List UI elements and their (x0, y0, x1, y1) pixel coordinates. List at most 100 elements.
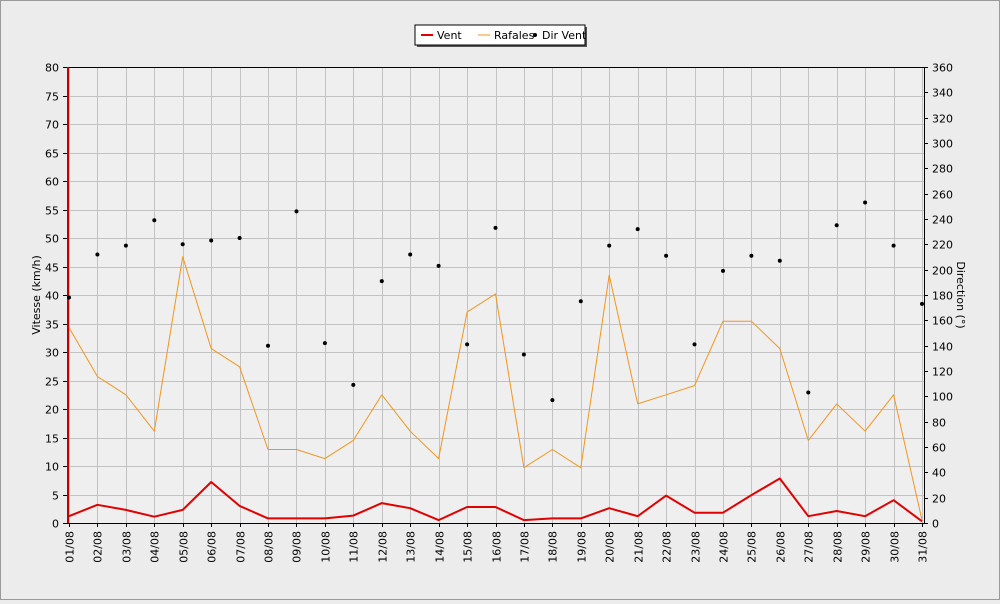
dir-vent-point (891, 243, 896, 248)
x-tick-label: 10/08 (320, 531, 333, 563)
dir-vent-point (237, 236, 242, 240)
x-tick-label: 09/08 (291, 531, 304, 563)
x-tick-label: 15/08 (462, 531, 475, 563)
x-tick-label: 18/08 (547, 531, 560, 563)
x-tick-label: 14/08 (434, 531, 447, 563)
y-tick-label: 15 (45, 433, 59, 446)
x-tick-label: 22/08 (661, 531, 674, 563)
dir-vent-point (863, 200, 868, 205)
x-tick-label: 20/08 (604, 531, 617, 563)
y-tick-label: 75 (45, 91, 59, 104)
y-tick-label: 65 (45, 148, 59, 161)
dir-vent-point (635, 227, 640, 232)
dir-vent-point (664, 253, 669, 258)
dir-vent-point (209, 238, 214, 243)
x-tick-label: 28/08 (832, 531, 845, 563)
left-axis: 0 5 10 15 20 25 30 35 40 45 50 55 60 65 70 75 80 (45, 62, 67, 531)
dir-vent-point (351, 382, 356, 387)
dir-vent-point (67, 295, 71, 300)
y2-tick-label: 240 (932, 214, 953, 227)
x-tick-label: 12/08 (377, 531, 390, 563)
dir-vent-point (692, 342, 697, 347)
dir-vent-point (322, 341, 327, 346)
y2-tick-label: 160 (932, 315, 953, 328)
y-tick-label: 0 (52, 518, 59, 531)
y-tick-label: 25 (45, 376, 59, 389)
legend-label-dir-vent: Dir Vent (542, 29, 587, 42)
x-tick-label: 11/08 (348, 531, 361, 563)
dir-vent-point (493, 225, 498, 230)
y2-tick-label: 20 (932, 493, 946, 506)
y2-tick-label: 60 (932, 442, 946, 455)
x-tick-label: 26/08 (775, 531, 788, 563)
x-tick-label: 13/08 (405, 531, 418, 563)
dir-vent-point (806, 390, 811, 395)
y2-tick-label: 220 (932, 239, 953, 252)
dir-vent-point (379, 279, 384, 284)
y2-tick-label: 360 (932, 62, 953, 75)
y2-tick-label: 100 (932, 391, 953, 404)
dir-vent-point (123, 243, 128, 248)
y-axis-label: Vitesse (km/h) (30, 255, 43, 335)
dir-vent-point (749, 253, 754, 258)
dir-vent-point (834, 223, 839, 228)
right-axis: 0 20 40 60 80 100 120 140 160 180 200 220 240 260 280 3… (924, 62, 953, 531)
x-tick-label: 17/08 (519, 531, 532, 563)
y-tick-label: 20 (45, 404, 59, 417)
y2-tick-label: 260 (932, 189, 953, 202)
y2-tick-label: 0 (932, 518, 939, 531)
y-tick-label: 45 (45, 262, 59, 275)
y-tick-label: 35 (45, 319, 59, 332)
x-tick-label: 31/08 (917, 531, 930, 563)
dir-vent-point (521, 352, 526, 357)
x-tick-label: 01/08 (64, 531, 77, 563)
y2-tick-label: 340 (932, 87, 953, 100)
y-tick-label: 55 (45, 205, 59, 218)
x-tick-label: 30/08 (889, 531, 902, 563)
y2-tick-label: 180 (932, 290, 953, 303)
dir-vent-point (777, 258, 782, 263)
y2-tick-label: 320 (932, 113, 953, 126)
dir-vent-point (408, 252, 413, 257)
dir-vent-point (465, 342, 470, 347)
legend: Vent Rafales Dir Vent (414, 24, 587, 47)
x-tick-label: 16/08 (491, 531, 504, 563)
y-tick-label: 30 (45, 347, 59, 360)
x-tick-label: 23/08 (690, 531, 703, 563)
dir-vent-point (294, 209, 299, 214)
series-layer (67, 67, 924, 523)
legend-label-vent: Vent (437, 29, 462, 42)
dir-vent-point (550, 398, 555, 403)
dir-vent-point (436, 263, 441, 268)
legend-swatch-dir-vent (533, 33, 537, 37)
y2-axis-label: Direction (°) (954, 261, 967, 328)
legend-box (414, 24, 586, 46)
y-tick-label: 10 (45, 461, 59, 474)
x-tick-label: 03/08 (121, 531, 134, 563)
x-axis: 01/08 02/08 03/08 04/08 05/08 06/08 07/08 08/08… (64, 523, 930, 563)
x-tick-label: 07/08 (235, 531, 248, 563)
y-tick-label: 70 (45, 119, 59, 132)
x-tick-label: 19/08 (576, 531, 589, 563)
x-tick-label: 27/08 (803, 531, 816, 563)
x-tick-label: 05/08 (178, 531, 191, 563)
y-tick-label: 80 (45, 62, 59, 75)
x-tick-label: 02/08 (92, 531, 105, 563)
y-tick-label: 40 (45, 290, 59, 303)
y-tick-label: 5 (52, 490, 59, 503)
x-tick-label: 08/08 (263, 531, 276, 563)
y2-tick-label: 300 (932, 138, 953, 151)
series-line-vent (68, 477, 923, 523)
y2-tick-label: 140 (932, 341, 953, 354)
x-tick-label: 06/08 (206, 531, 219, 563)
x-tick-label: 21/08 (633, 531, 646, 563)
legend-label-rafales: Rafales (494, 29, 535, 42)
dir-vent-point (721, 268, 725, 273)
series-line-rafales (68, 256, 923, 521)
y2-tick-label: 80 (932, 417, 946, 430)
dir-vent-point (607, 243, 612, 248)
x-tick-label: 24/08 (718, 531, 731, 563)
y2-tick-label: 280 (932, 163, 953, 176)
y2-tick-label: 200 (932, 265, 953, 278)
